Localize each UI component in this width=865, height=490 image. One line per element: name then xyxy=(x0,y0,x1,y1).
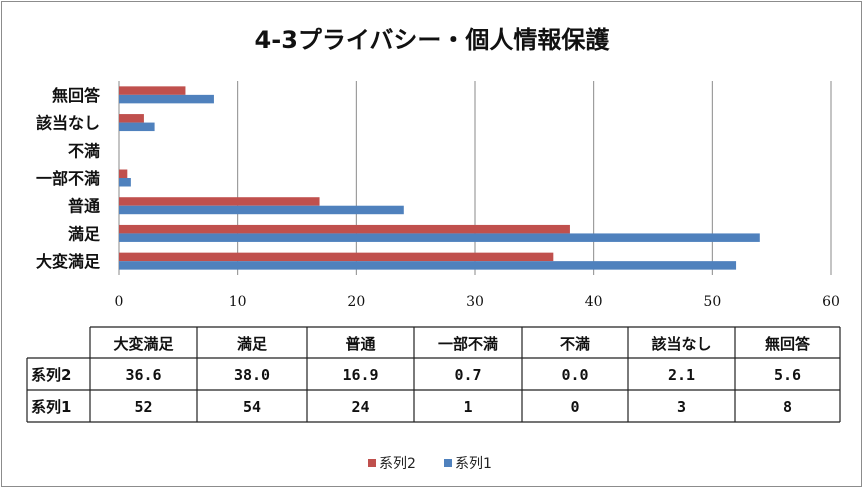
table-row-label: 系列1 xyxy=(31,398,71,416)
table-value-cell: 1 xyxy=(463,398,472,416)
table-header-cell: 満足 xyxy=(237,335,268,353)
legend: 系列2 系列1 xyxy=(368,456,492,472)
bar-系列1-無回答 xyxy=(119,94,214,104)
table-value-cell: 5.6 xyxy=(774,366,801,384)
bar-系列1-満足 xyxy=(119,233,760,242)
table-value-cell: 16.9 xyxy=(342,366,378,384)
bar-系列2-普通 xyxy=(119,197,320,206)
table-value-cell: 36.6 xyxy=(125,366,161,384)
table-row-label: 系列2 xyxy=(31,366,71,384)
table-header-cell: 無回答 xyxy=(765,335,811,353)
table-value-cell: 0.0 xyxy=(561,366,588,384)
table-header-cell: 一部不満 xyxy=(438,335,498,353)
category-label: 大変満足 xyxy=(36,252,101,271)
bar-系列2-満足 xyxy=(119,224,570,234)
table-value-cell: 0 xyxy=(570,398,579,416)
table-header-cell: 普通 xyxy=(345,335,375,353)
legend-label: 系列1 xyxy=(455,456,492,472)
x-tick-label: 40 xyxy=(585,294,603,310)
x-tick-label: 30 xyxy=(466,294,484,310)
chart-title: 4-3プライバシー・個人情報保護 xyxy=(255,26,611,54)
table-value-cell: 24 xyxy=(351,398,369,416)
category-label: 満足 xyxy=(68,224,101,243)
category-label: 該当なし xyxy=(36,114,100,133)
table-value-cell: 8 xyxy=(783,398,792,416)
table-value-cell: 0.7 xyxy=(454,366,481,384)
bar-系列1-一部不満 xyxy=(119,178,131,187)
category-label: 不満 xyxy=(68,141,100,160)
bars-layer xyxy=(119,86,760,270)
x-tick-label: 0 xyxy=(115,294,124,310)
table-value-cell: 3 xyxy=(677,398,686,416)
x-tick-label: 60 xyxy=(822,294,840,310)
category-label: 無回答 xyxy=(52,86,101,105)
grid-layer xyxy=(118,81,832,275)
legend-swatch xyxy=(444,459,452,467)
bar-系列1-該当なし xyxy=(119,122,155,132)
x-tick-label: 10 xyxy=(229,294,247,310)
legend-label: 系列2 xyxy=(379,456,416,472)
bar-系列2-無回答 xyxy=(119,86,186,95)
table-value-cell: 52 xyxy=(134,398,152,416)
category-label: 普通 xyxy=(68,197,100,216)
bar-系列1-普通 xyxy=(119,205,404,215)
table-header-cell: 不満 xyxy=(560,335,590,353)
category-labels: 大変満足 満足 普通 一部不満 不満 該当なし 無回答 xyxy=(36,86,101,271)
table-value-cell: 38.0 xyxy=(234,366,270,384)
table-header-cell: 該当なし xyxy=(651,335,711,353)
x-tick-label: 50 xyxy=(703,294,721,310)
table-value-cell: 2.1 xyxy=(668,366,695,384)
bar-系列2-該当なし xyxy=(119,114,144,123)
bar-系列1-大変満足 xyxy=(119,261,737,270)
legend-swatch xyxy=(368,459,376,467)
bar-系列2-一部不満 xyxy=(119,169,128,178)
x-tick-label: 20 xyxy=(347,294,365,310)
table-value-cell: 54 xyxy=(243,398,261,416)
table-header-cell: 大変満足 xyxy=(113,335,174,353)
category-label: 一部不満 xyxy=(36,169,100,188)
x-tick-labels: 0 10 20 30 40 50 60 xyxy=(115,294,840,310)
bar-系列2-大変満足 xyxy=(119,252,554,262)
